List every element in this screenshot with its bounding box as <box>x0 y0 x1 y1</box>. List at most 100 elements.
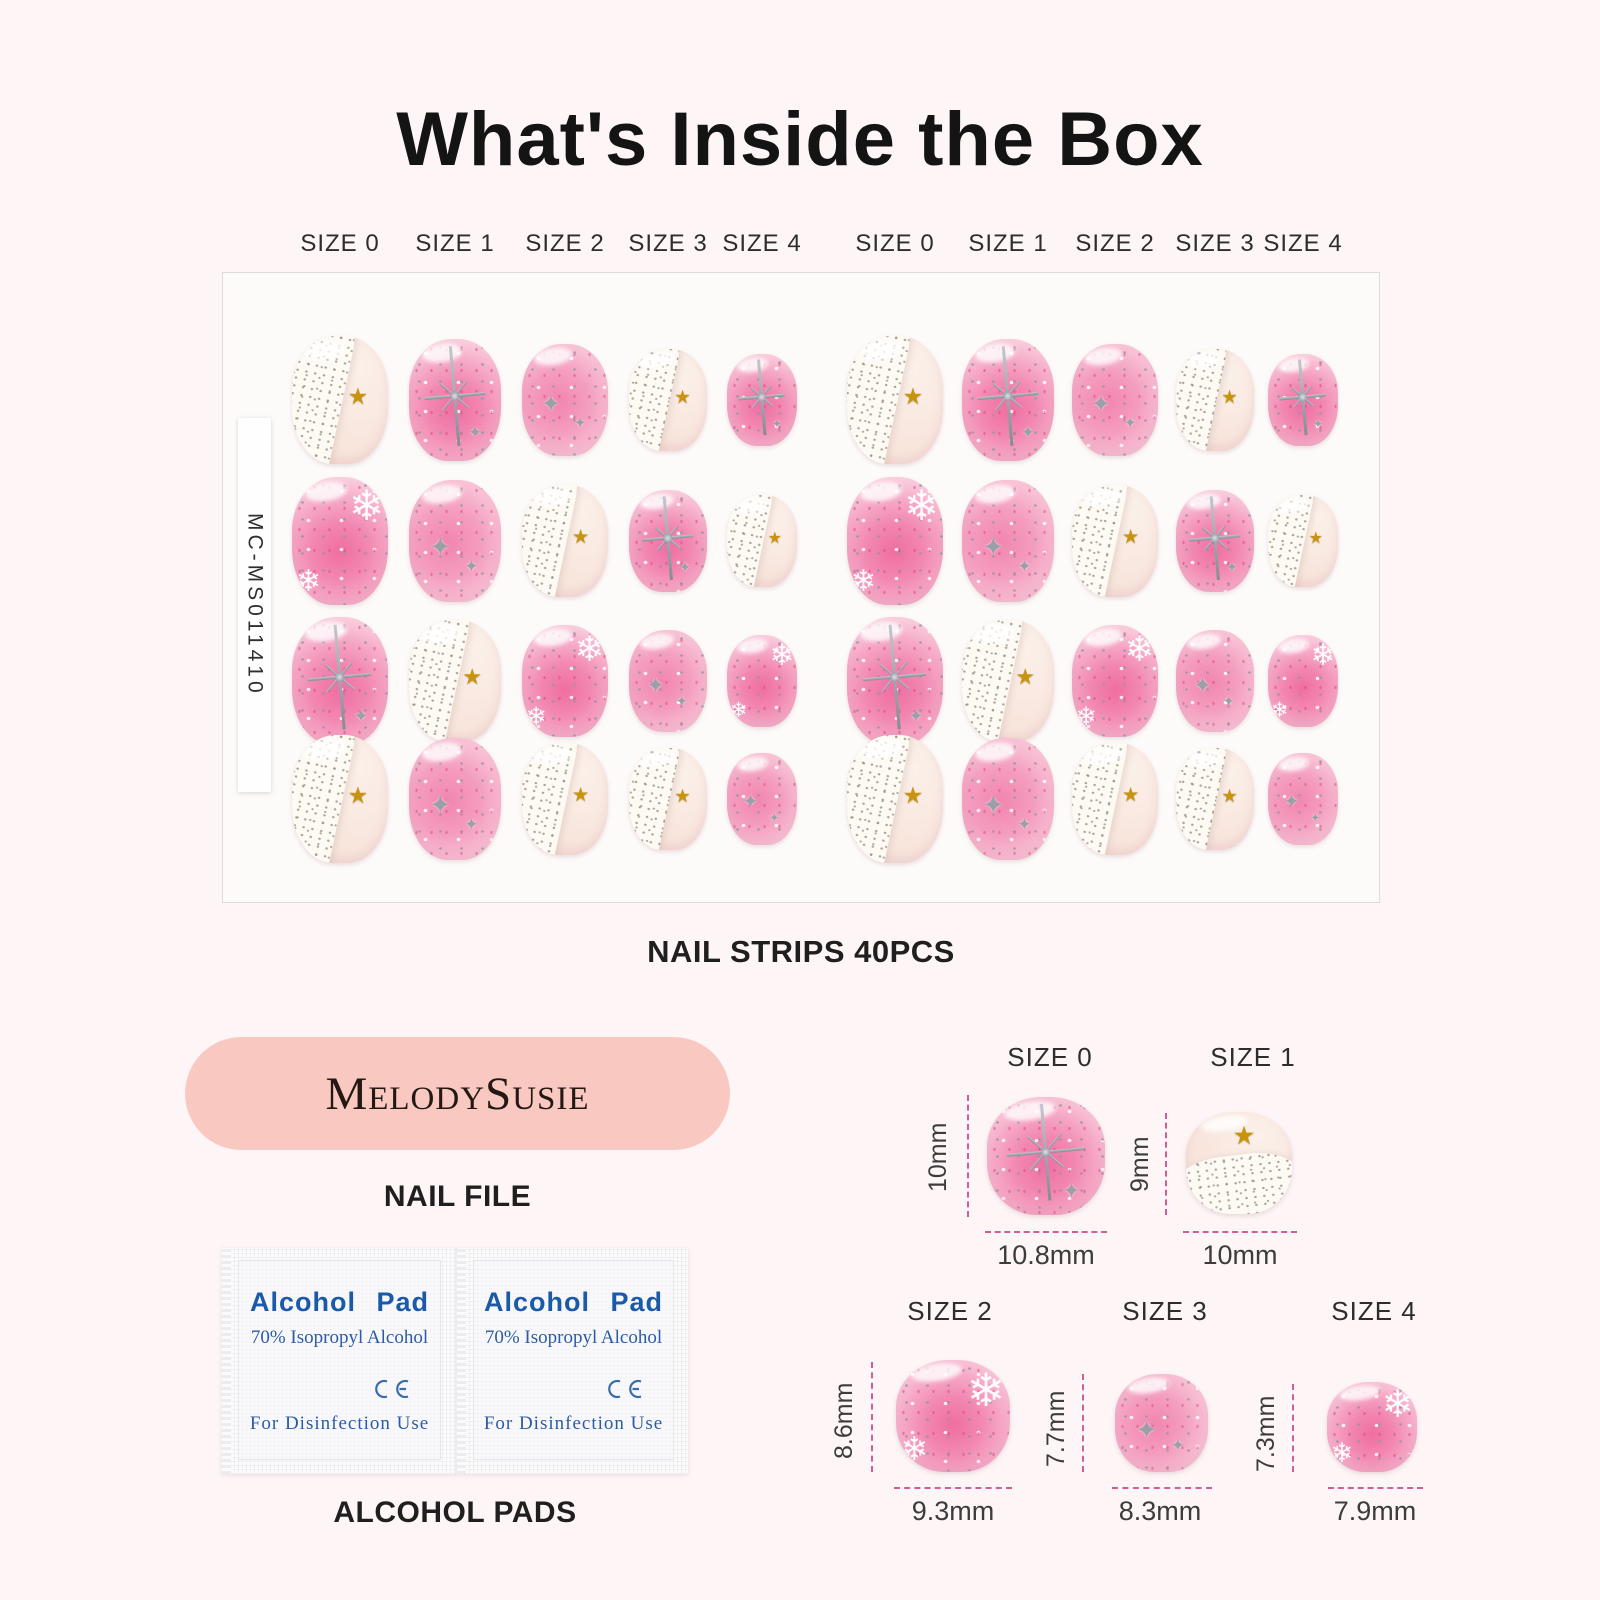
nail-tip: ✦ <box>727 354 797 446</box>
nail-tip: ★ <box>962 620 1054 742</box>
sparkle-icon: ✦ <box>1312 417 1324 432</box>
starburst-icon <box>409 339 501 461</box>
alcohol-pad-packet: Alcohol Pad 70% Isopropyl Alcohol For Di… <box>222 1248 455 1474</box>
gloss-highlight <box>911 1361 964 1385</box>
sparkle-icon: ✦ <box>464 815 479 835</box>
size-chart-label: SIZE 1 <box>1210 1042 1296 1072</box>
size-chart-item: SIZE 3 ✦ ✦ 7.7mm 8.3mm <box>1040 1295 1245 1535</box>
gloss-highlight <box>1127 1375 1170 1396</box>
nail-tip: ★ <box>292 735 388 863</box>
nail-tip: ✦ ✦ <box>1176 630 1254 732</box>
nail-tip: ✦ ✦ <box>727 753 797 845</box>
nail-tip: ✦ <box>847 617 943 745</box>
sparkle-icon: ✦ <box>982 789 1005 820</box>
alcohol-pad-packet: Alcohol Pad 70% Isopropyl Alcohol For Di… <box>455 1248 688 1474</box>
pad-title: Alcohol Pad <box>483 1287 663 1317</box>
snowflake-icon: ❄ <box>850 565 876 599</box>
snowflake-icon: ❄ <box>574 628 605 669</box>
gloss-highlight <box>533 486 573 509</box>
nail-tip: ★ <box>522 485 608 597</box>
width-dimension-label: 10mm <box>1202 1240 1278 1270</box>
sparkle-icon: ✦ <box>1310 810 1321 825</box>
sparkle-icon: ✦ <box>742 791 759 814</box>
gloss-highlight <box>420 622 464 646</box>
sparkle-icon: ✦ <box>678 560 691 577</box>
alcohol-pads: Alcohol Pad 70% Isopropyl Alcohol For Di… <box>222 1248 688 1474</box>
width-dimension-label: 8.3mm <box>1118 1496 1202 1526</box>
nail-tip: ★ <box>1176 748 1254 850</box>
nail-tip: ★ <box>629 748 707 850</box>
starburst-icon <box>629 490 707 592</box>
pad-footer: For Disinfection Use <box>249 1413 430 1434</box>
nail-tip: ★ <box>409 620 501 742</box>
nail-tip: ★ <box>847 735 943 863</box>
nail-tip: ★ <box>1072 743 1158 855</box>
snowflake-icon: ❄ <box>1310 638 1336 672</box>
sparkle-icon: ✦ <box>1170 1435 1186 1455</box>
alcohol-pads-caption: ALCOHOL PADS <box>333 1496 577 1529</box>
width-dimension-label: 10.8mm <box>997 1240 1095 1270</box>
nail-tip: ❄ ❄ <box>1268 635 1338 727</box>
gloss-highlight <box>533 744 573 767</box>
sparkle-icon: ✦ <box>769 810 780 825</box>
gold-star-icon: ★ <box>347 781 369 808</box>
width-dimension-label: 7.9mm <box>1333 1496 1417 1526</box>
sparkle-icon: ✦ <box>1222 694 1235 711</box>
sparkle-icon: ✦ <box>646 672 665 698</box>
size-chart-label: SIZE 2 <box>907 1296 993 1326</box>
size-chart-label: SIZE 3 <box>1122 1296 1208 1326</box>
snowflake-icon: ❄ <box>900 1430 929 1468</box>
nail-tip: ★ <box>629 349 707 451</box>
width-dimension-line <box>1112 1487 1212 1489</box>
nail-tip: ✦ ✦ <box>962 480 1054 602</box>
starburst-icon <box>847 617 943 745</box>
nail-tip: ✦ ✦ <box>629 630 707 732</box>
gold-star-icon: ★ <box>674 385 691 407</box>
sparkle-icon: ✦ <box>464 557 479 577</box>
sparkle-icon: ✦ <box>353 705 369 726</box>
snowflake-icon: ❄ <box>729 699 748 723</box>
nail-tip: ★ <box>292 336 388 464</box>
sparkle-icon: ✦ <box>1017 557 1032 577</box>
sparkle-icon: ✦ <box>540 391 561 419</box>
sparkle-icon: ✦ <box>908 705 924 726</box>
size-column-label: SIZE 2 <box>1075 230 1155 257</box>
sparkle-icon: ✦ <box>1283 791 1300 814</box>
nail-tip: ★ <box>1072 485 1158 597</box>
nail-tip: ✦ ✦ <box>522 344 608 456</box>
gloss-highlight <box>973 622 1017 646</box>
starburst-icon <box>727 354 797 446</box>
sku-text: MC-MS011410 <box>243 513 267 697</box>
width-dimension-line <box>985 1231 1107 1233</box>
gold-star-icon: ★ <box>1121 783 1140 806</box>
size-chart-label: SIZE 4 <box>1331 1296 1417 1326</box>
sparkle-icon: ✦ <box>429 789 452 820</box>
gloss-highlight <box>1276 496 1310 515</box>
nail-tip: ★ <box>727 495 797 587</box>
size-chart-nail: ★ <box>1186 1112 1292 1214</box>
snowflake-icon: ❄ <box>348 481 385 529</box>
nail-file: MelodySusie <box>185 1037 730 1150</box>
gloss-highlight <box>1083 744 1123 767</box>
pad-title: Alcohol Pad <box>249 1287 429 1317</box>
pad-footer: For Disinfection Use <box>483 1413 664 1434</box>
size-column-label: SIZE 4 <box>722 230 802 257</box>
starburst-icon <box>1268 354 1338 446</box>
size-column-label: SIZE 3 <box>628 230 708 257</box>
gold-star-icon: ★ <box>571 783 590 806</box>
size-column-label: SIZE 1 <box>968 230 1048 257</box>
height-dimension-line <box>1292 1384 1294 1472</box>
nail-tip: ✦ ✦ <box>1072 344 1158 456</box>
sparkle-icon: ✦ <box>675 694 688 711</box>
size-chart-nail: ✦ ✦ <box>1115 1374 1208 1472</box>
nail-tip: ★ <box>522 743 608 855</box>
gloss-highlight <box>639 350 676 371</box>
starburst-icon <box>987 1097 1105 1215</box>
gold-star-icon: ★ <box>1232 1122 1256 1151</box>
size-column-label: SIZE 3 <box>1175 230 1255 257</box>
nail-tip: ✦ <box>292 617 388 745</box>
nail-tip: ❄ ❄ <box>1072 625 1158 737</box>
width-dimension-line <box>894 1487 1012 1489</box>
starburst-icon <box>962 339 1054 461</box>
